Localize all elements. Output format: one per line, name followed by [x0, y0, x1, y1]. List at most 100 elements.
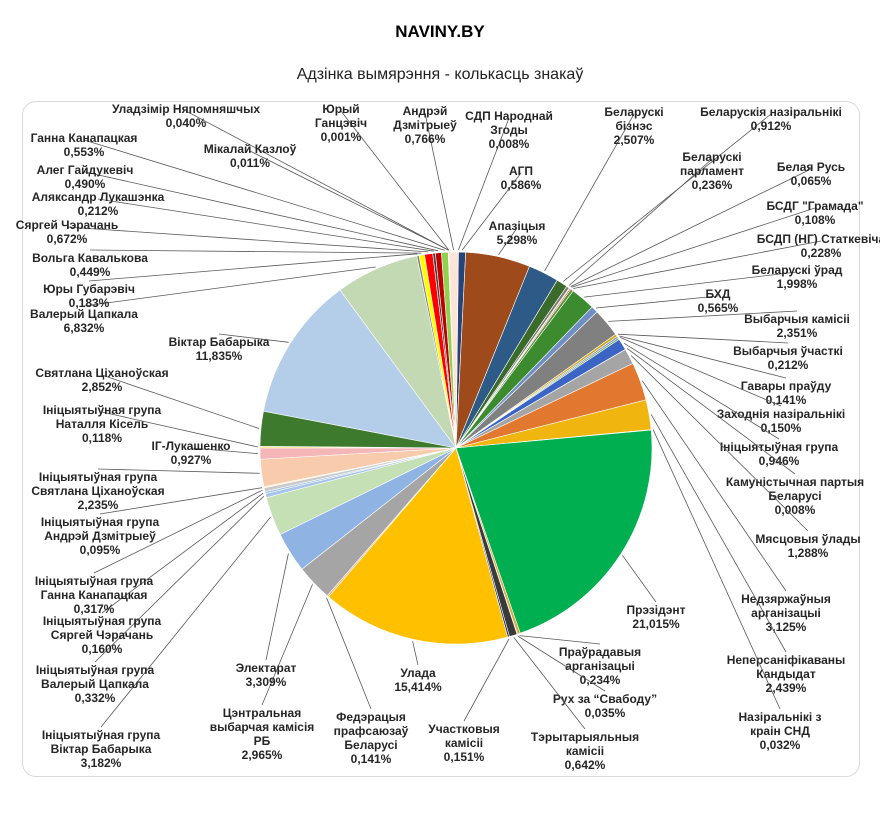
slice-name: Заходнія назіральнікі — [717, 407, 846, 421]
leader-line — [513, 637, 586, 730]
leader-line — [340, 110, 450, 251]
slice-label: Участковыя камісіі 0,151% — [428, 722, 499, 764]
slice-percent: 0,236% — [692, 178, 733, 192]
leader-line — [544, 113, 635, 272]
slice-percent: 0,141% — [351, 752, 392, 766]
slice-percent: 0,011% — [230, 156, 270, 170]
slice-name: арганізацыі — [751, 606, 821, 620]
leader-line — [650, 414, 787, 653]
slice-percent: 0,642% — [565, 758, 606, 772]
slice-percent: 3,182% — [81, 756, 122, 770]
slice-name: Выбарчыя камісіі — [744, 312, 850, 326]
slice-name: Беларускі ўрад — [752, 263, 843, 277]
slice-name: Алег Гайдукевіч — [37, 163, 134, 177]
slice-name: Ініцыятыўная група — [43, 403, 162, 417]
slice-percent: 0,151% — [444, 750, 485, 764]
slice-percent: 2,235% — [78, 498, 119, 512]
leader-line — [265, 553, 289, 661]
slice-label: Праўрадавыя арганізацыі 0,234% — [559, 645, 641, 687]
leader-line — [218, 333, 289, 343]
slice-percent: 0,317% — [74, 602, 115, 616]
slice-name: Участковыя — [428, 722, 499, 736]
leader-line — [623, 342, 780, 440]
slice-percent: 0,672% — [47, 232, 88, 246]
slice-percent: 0,001% — [321, 130, 362, 144]
slice-name: Віктар Бабарыка — [169, 335, 270, 349]
slice-label: Неперсаніфікаваны Кандыдат 2,439% — [727, 653, 846, 695]
slice-name: Андрэй Дзмітрыеў — [44, 529, 156, 543]
slice-name: Мясцовыя ўлады — [755, 532, 860, 546]
slice-percent: 0,108% — [795, 213, 836, 227]
slice-label: БСДГ "Грамада" 0,108% — [766, 199, 863, 227]
leader-line — [617, 333, 789, 344]
leader-line — [88, 253, 418, 282]
slice-label: Сяргей Чэрачань 0,672% — [16, 218, 118, 246]
leader-line — [519, 635, 601, 645]
slice-label: Андрэй Дзмітрыеў 0,766% — [393, 104, 457, 146]
slice-name: Беларускі — [604, 105, 663, 119]
slice-percent: 0,449% — [70, 265, 111, 279]
slice-label: Мясцовыя ўлады 1,288% — [755, 532, 860, 560]
leader-line — [249, 150, 449, 251]
slice-label: Вольга Кавалькова 0,449% — [32, 251, 148, 279]
slice-name: Згоды — [490, 123, 527, 137]
slice-percent: 3,309% — [246, 675, 287, 689]
leader-line — [190, 447, 259, 454]
slice-name: парламент — [680, 164, 744, 178]
leader-line — [261, 584, 313, 706]
slice-name: Ініцыятыўная група — [39, 470, 158, 484]
slice-percent: 0,008% — [775, 503, 816, 517]
slice-name: Апазіцыя — [489, 219, 546, 233]
slice-percent: 0,095% — [80, 543, 121, 557]
slice-name: Аляксандр Лукашэнка — [32, 190, 165, 204]
slice-label: Аляксандр Лукашэнка 0,212% — [32, 190, 165, 218]
leader-line — [89, 249, 422, 254]
slice-name: прафсаюзаў — [334, 724, 409, 738]
leader-line — [326, 597, 372, 710]
slice-name: Ініцыятыўная група — [41, 515, 160, 529]
slice-percent: 0,912% — [751, 119, 792, 133]
slice-percent: 0,141% — [766, 393, 807, 407]
slice-label: Уладзімір Няпомняшчых 0,040% — [112, 102, 260, 130]
slice-name: Федэрацыя — [336, 710, 406, 724]
slice-name: камісіі — [566, 744, 604, 758]
slice-label: Святлана Ціханоўская 2,852% — [35, 366, 168, 394]
leader-line — [100, 516, 271, 728]
slice-name: Валерый Цапкала — [41, 677, 149, 691]
leader-line — [93, 489, 263, 574]
slice-percent: 0,008% — [489, 137, 530, 151]
site-title: NAVINY.BY — [395, 22, 485, 41]
slice-percent: 3,125% — [766, 620, 807, 634]
leader-line — [619, 335, 787, 379]
slice-label: БХД 0,565% — [698, 287, 739, 315]
slice-name: Ініцыятыўная група — [36, 663, 155, 677]
slice-name: Святлана Ціханоўская — [35, 366, 168, 380]
leader-line — [463, 638, 510, 722]
slice-name: Ініцыятыўная група — [720, 440, 839, 454]
slice-label: Ініцыятыўная група Сяргей Чэрачань 0,160% — [43, 614, 162, 656]
slice-percent: 0,927% — [171, 453, 212, 467]
slice-name: Прэзідэнт — [627, 603, 686, 617]
slice-label: СДП Народнай Згоды 0,008% — [465, 109, 553, 151]
leader-line — [83, 266, 376, 307]
slice-label: Апазіцыя 5,298% — [489, 219, 546, 247]
slice-percent: 0,946% — [759, 454, 800, 468]
slice-percent: 2,852% — [82, 380, 123, 394]
slice-percent: 0,035% — [585, 706, 626, 720]
slice-name: Сяргей Чэрачань — [16, 218, 118, 232]
leader-line — [458, 117, 510, 251]
leader-line — [641, 380, 787, 592]
leader-line — [83, 139, 445, 251]
leader-line — [185, 110, 449, 251]
slice-label: Рух за “Свабоду” 0,035% — [553, 692, 657, 720]
slice-label: Камуністычная партыя Беларусі 0,008% — [726, 475, 864, 517]
slice-label: Гавары праўду 0,141% — [741, 379, 832, 407]
slice-name: Беларусі — [344, 738, 397, 752]
slice-label: Ініцыятыўная група Наталля Кісель 0,118% — [43, 403, 162, 445]
slice-name: Улада — [400, 666, 436, 680]
slice-label: БСДП (НГ) Статкевіча 0,228% — [757, 232, 880, 260]
slice-name: Ганна Канапацкая — [41, 588, 148, 602]
leader-line — [570, 168, 812, 287]
leader-line — [630, 355, 809, 532]
